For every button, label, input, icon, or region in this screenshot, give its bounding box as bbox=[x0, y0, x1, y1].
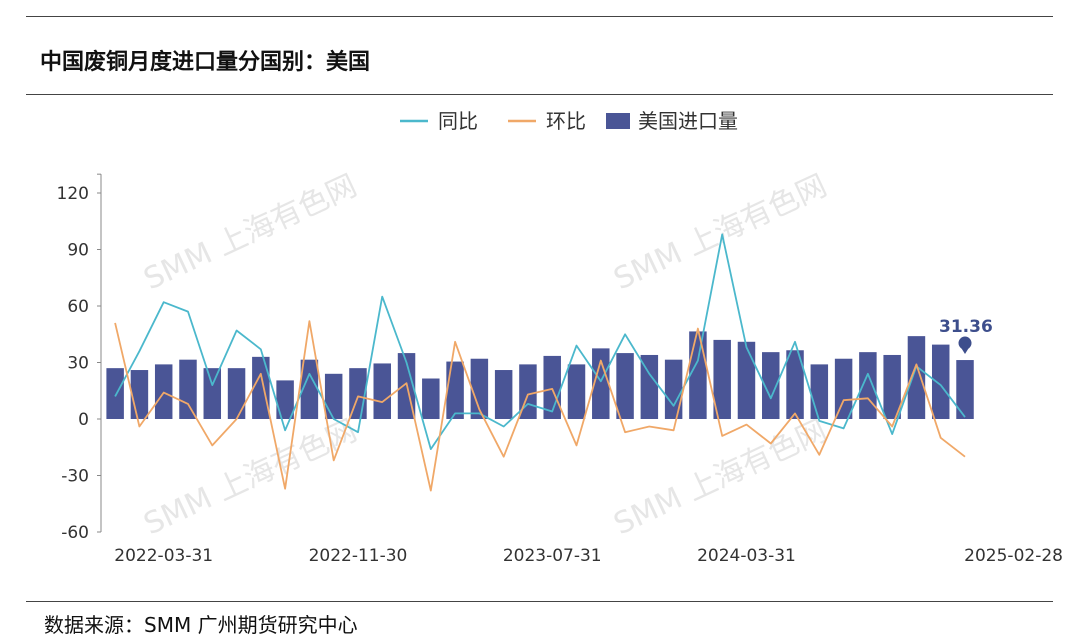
bar bbox=[810, 364, 829, 419]
watermark-4: SMM 上海有色网 bbox=[609, 413, 833, 542]
y-tick-label: 30 bbox=[67, 354, 89, 374]
bar bbox=[834, 358, 853, 419]
line-series bbox=[114, 233, 966, 492]
y-tick-label: 120 bbox=[57, 184, 89, 204]
bar bbox=[592, 348, 610, 419]
x-tick-label: 2025-02-28 bbox=[964, 546, 1063, 566]
bar bbox=[640, 354, 659, 419]
bar bbox=[373, 363, 391, 419]
bar bbox=[543, 355, 561, 419]
bar bbox=[737, 341, 756, 419]
bar bbox=[786, 350, 804, 419]
bar bbox=[762, 352, 780, 419]
bar bbox=[324, 373, 343, 419]
bar bbox=[689, 331, 707, 419]
legend-label: 美国进口量 bbox=[638, 109, 738, 133]
x-tick-label: 2022-11-30 bbox=[309, 546, 408, 566]
y-tick-label: -60 bbox=[61, 523, 89, 543]
x-tick-label: 2022-03-31 bbox=[114, 546, 213, 566]
chart-title: 中国废铜月度进口量分国别：美国 bbox=[40, 50, 371, 75]
bar bbox=[907, 336, 926, 419]
bar bbox=[422, 378, 440, 419]
x-axis: 2022-03-31 2022-11-30 2023-07-31 2024-03-31… bbox=[114, 546, 1063, 566]
bar-series bbox=[106, 331, 974, 419]
x-tick-label: 2023-07-31 bbox=[503, 546, 602, 566]
legend-swatch bbox=[606, 113, 630, 129]
bar bbox=[203, 368, 222, 419]
source-note: 数据来源：SMM 广州期货研究中心 bbox=[44, 613, 358, 637]
legend-label: 同比 bbox=[438, 109, 478, 133]
bar bbox=[154, 364, 173, 419]
bottom-rule bbox=[26, 601, 1053, 602]
bar bbox=[664, 359, 683, 419]
bar bbox=[616, 353, 634, 419]
bar bbox=[470, 358, 489, 419]
legend-label: 环比 bbox=[546, 109, 586, 133]
y-tick-label: -30 bbox=[61, 467, 89, 487]
bar bbox=[956, 360, 974, 419]
bar bbox=[227, 368, 246, 419]
y-axis: -60 -30 0 30 60 90 120 bbox=[57, 173, 102, 543]
bar bbox=[713, 339, 731, 419]
legend: 同比 环比 美国进口量 bbox=[400, 109, 738, 133]
bar bbox=[179, 359, 197, 419]
bar bbox=[130, 370, 149, 419]
y-tick-label: 0 bbox=[78, 410, 89, 430]
x-tick-label: 2024-03-31 bbox=[697, 546, 796, 566]
data-label: 31.36 bbox=[939, 317, 993, 337]
bar bbox=[276, 380, 294, 419]
top-rule bbox=[26, 16, 1053, 17]
bar bbox=[883, 354, 901, 419]
bar bbox=[252, 356, 270, 419]
bar bbox=[494, 370, 513, 419]
bar bbox=[931, 344, 950, 419]
series-line-yoy bbox=[114, 233, 966, 451]
series-line-mom bbox=[114, 320, 966, 492]
watermark-1: SMM 上海有色网 bbox=[139, 168, 363, 297]
y-tick-label: 60 bbox=[67, 297, 89, 317]
bar bbox=[567, 364, 586, 419]
chart-area: SMM 上海有色网 SMM 上海有色网 SMM 上海有色网 SMM 上海有色网 … bbox=[57, 109, 1063, 566]
title-rule bbox=[26, 94, 1053, 95]
watermark-2: SMM 上海有色网 bbox=[609, 168, 833, 297]
y-tick-label: 90 bbox=[67, 241, 89, 261]
bar bbox=[300, 359, 319, 419]
data-label-marker-tip bbox=[960, 346, 971, 355]
bar bbox=[106, 368, 124, 419]
bar bbox=[446, 361, 464, 419]
data-label-group: 31.36 bbox=[939, 317, 993, 355]
